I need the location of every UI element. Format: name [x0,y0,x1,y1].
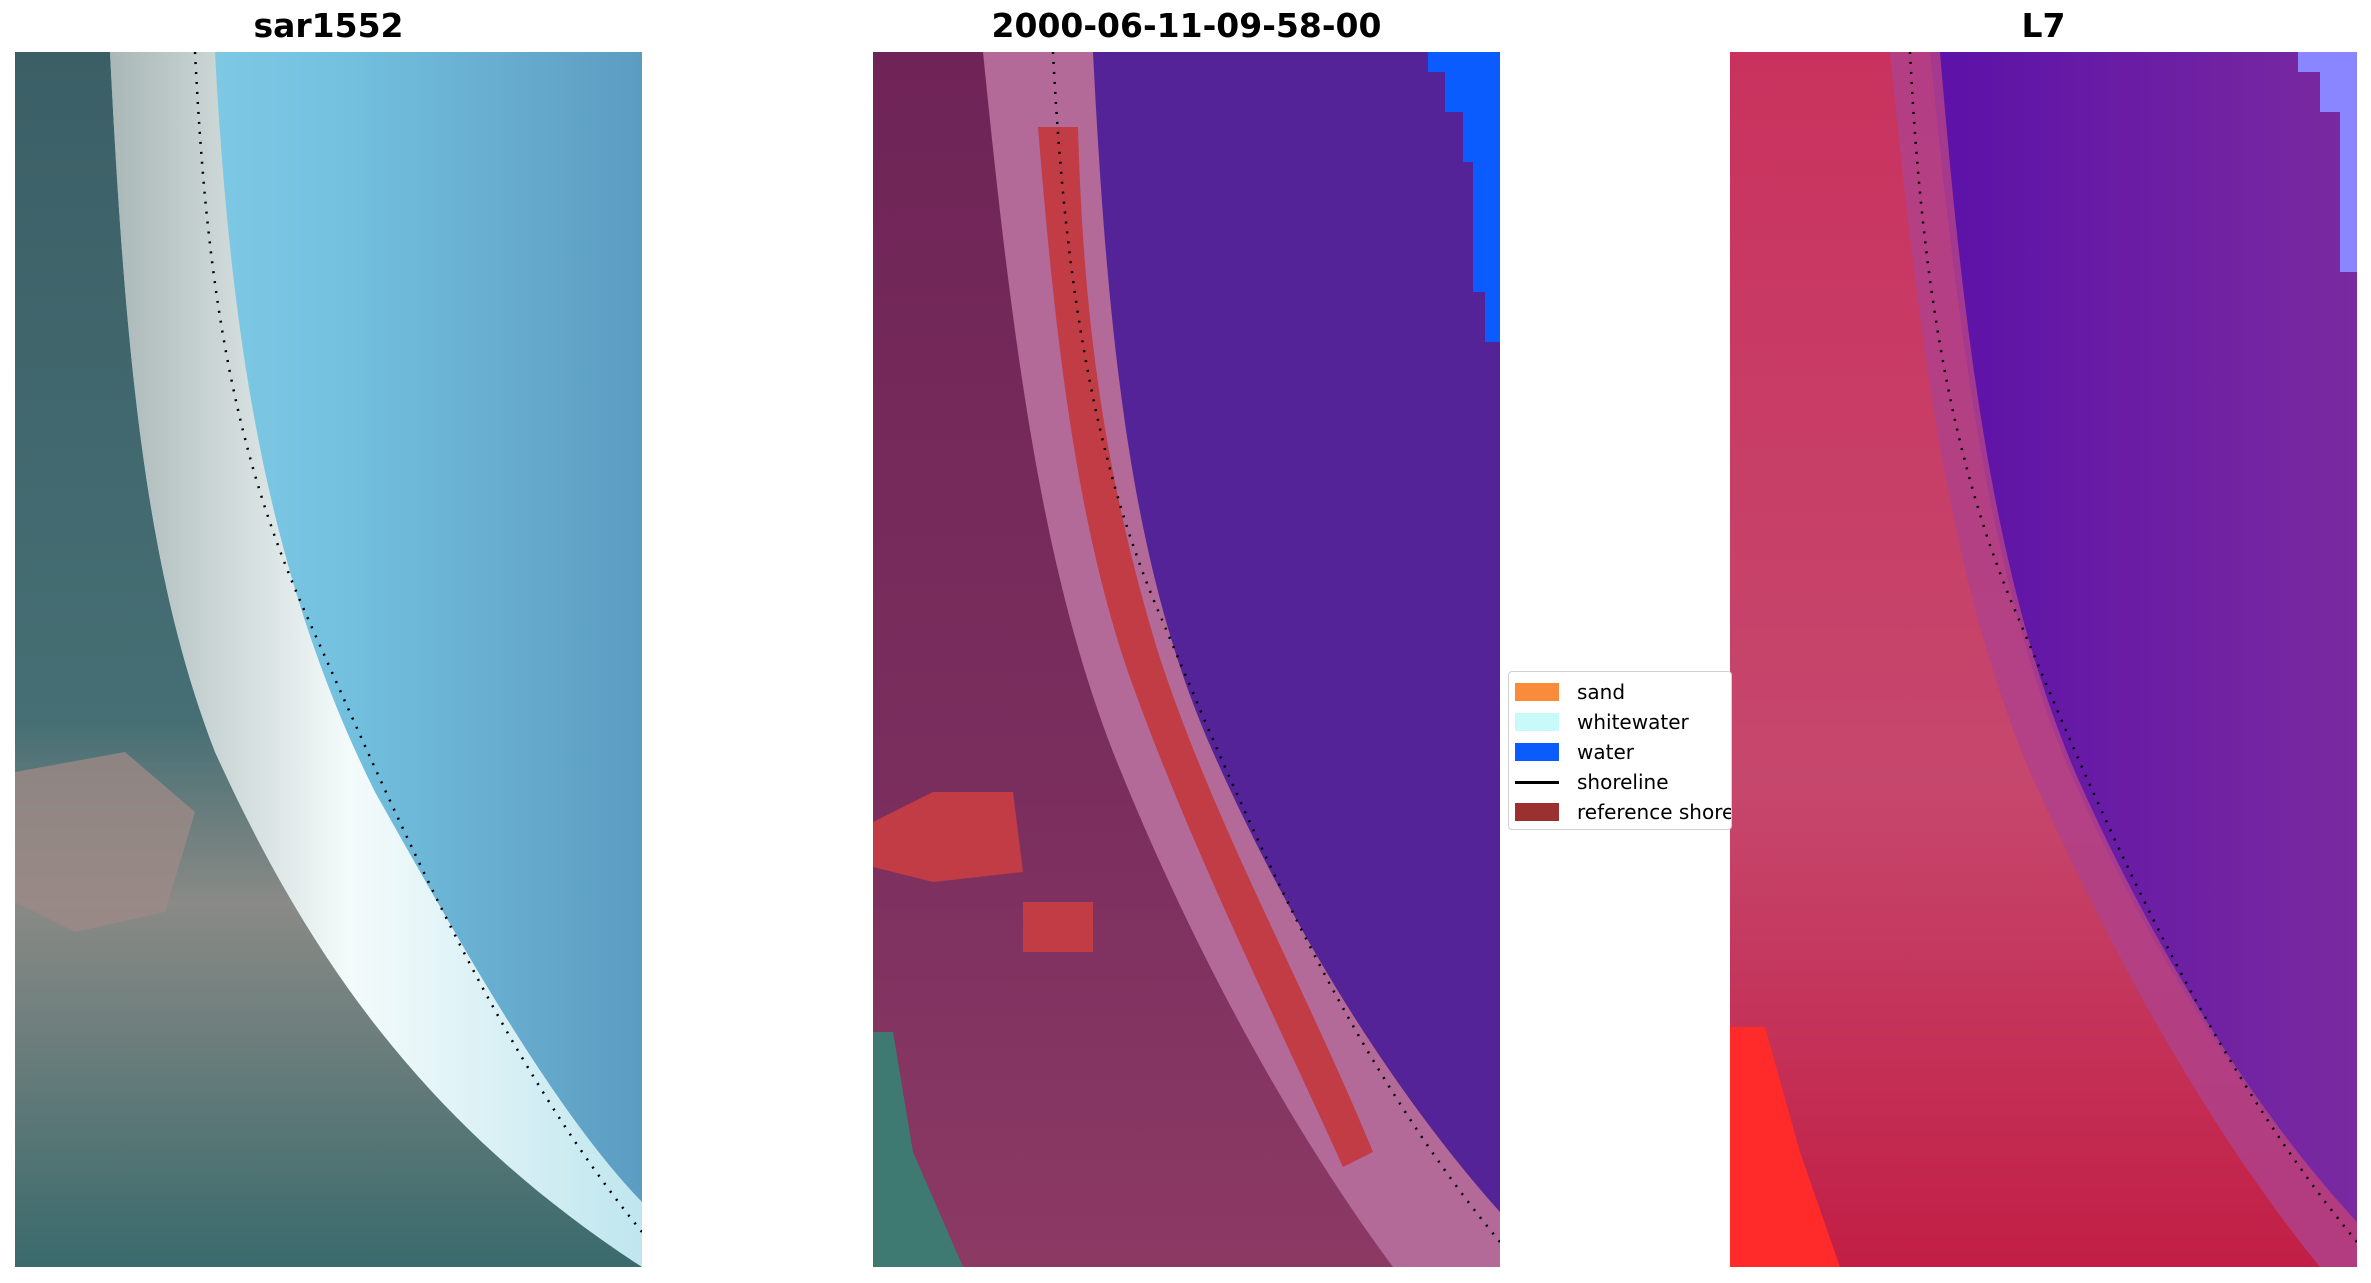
reference-shore-swatch [1515,803,1559,821]
reference-shore-patch [873,792,1023,882]
legend-item-reference-shore: reference shore [1515,800,1732,824]
legend: sand whitewater water shoreline referenc… [1508,671,1732,830]
land-area [15,52,642,1267]
red-patch [1730,1027,1840,1267]
water-blue-strip [1428,52,1500,342]
shoreline-line-swatch [1515,780,1559,784]
water-area [1930,52,2357,1222]
panel-title: sar1552 [253,6,404,45]
legend-label: water [1577,740,1634,764]
legend-item-shoreline: shoreline [1515,770,1669,794]
panel-title: 2000-06-11-09-58-00 [991,6,1382,45]
legend-label: whitewater [1577,710,1689,734]
water-swatch [1515,743,1559,761]
reference-shore-patch [1023,902,1093,952]
legend-label: shoreline [1577,770,1669,794]
whitewater-swatch [1515,713,1559,731]
beach-band [983,52,1500,1267]
reference-shore-band [1038,127,1373,1167]
sand-swatch [1515,683,1559,701]
legend-item-sand: sand [1515,680,1625,704]
surf-band [110,52,642,1267]
vegetation-patch [873,1032,963,1267]
panel-title: L7 [2021,6,2066,45]
water-class [1093,52,1500,1212]
legend-label: sand [1577,680,1626,704]
legend-item-water: water [1515,740,1634,764]
true-color-image [15,52,642,1267]
sand-patch [15,752,195,932]
legend-label: reference shore [1577,800,1732,824]
false-color-image [1730,52,2357,1267]
bright-patch [2298,52,2357,272]
classified-image [873,52,1500,1267]
surf-zone [1890,52,2357,1267]
legend-item-whitewater: whitewater [1515,710,1689,734]
